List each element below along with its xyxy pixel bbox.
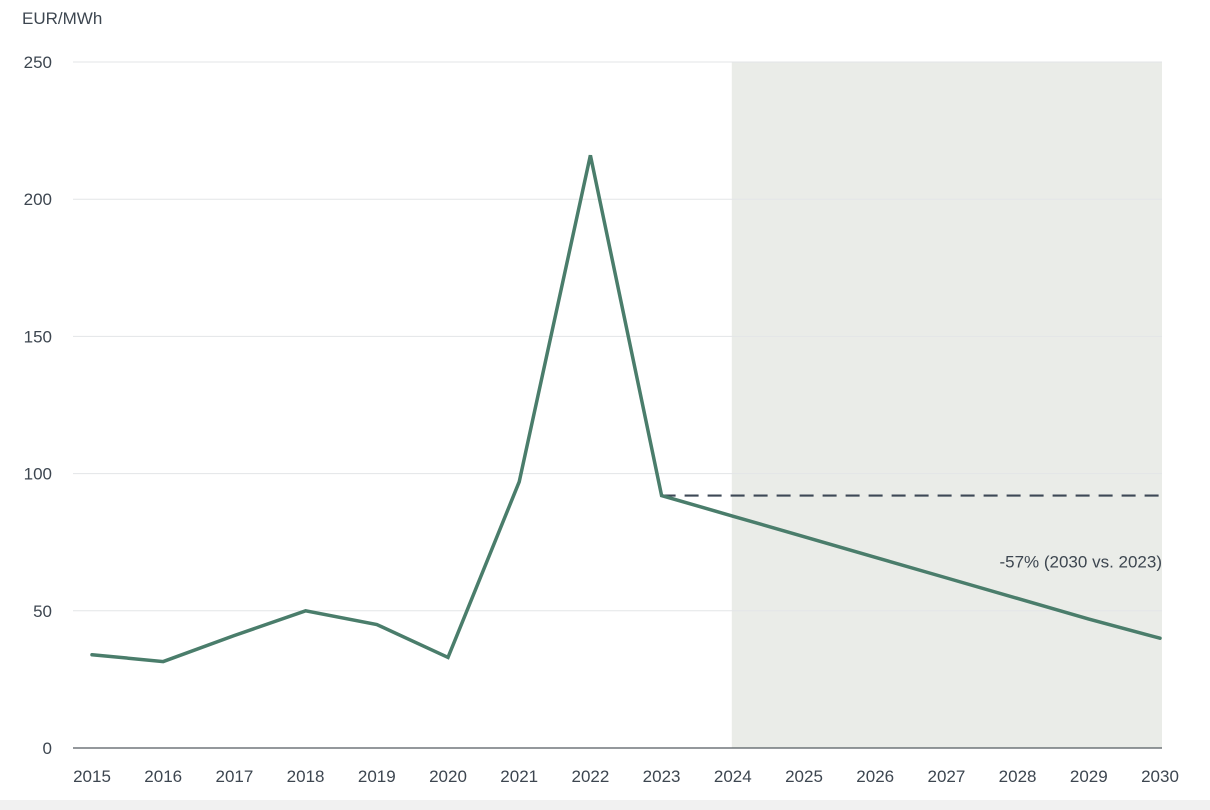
y-tick-label: 150 bbox=[24, 327, 52, 346]
y-tick-label: 0 bbox=[43, 739, 52, 758]
x-tick-label: 2015 bbox=[73, 767, 111, 786]
x-axis: 2015 2016 2017 2018 2019 2020 2021 2022 2023 2024… bbox=[73, 767, 1179, 786]
x-tick-label: 2028 bbox=[999, 767, 1037, 786]
y-axis: 0 50 100 150 200 250 bbox=[24, 53, 52, 758]
x-tick-label: 2022 bbox=[571, 767, 609, 786]
x-tick-label: 2017 bbox=[215, 767, 253, 786]
x-tick-label: 2026 bbox=[856, 767, 894, 786]
y-unit-label: EUR/MWh bbox=[22, 9, 102, 28]
x-tick-label: 2024 bbox=[714, 767, 752, 786]
y-tick-label: 50 bbox=[33, 602, 52, 621]
x-tick-label: 2019 bbox=[358, 767, 396, 786]
y-tick-label: 200 bbox=[24, 190, 52, 209]
x-tick-label: 2023 bbox=[643, 767, 681, 786]
forecast-shaded-region bbox=[731, 62, 1162, 748]
y-tick-label: 250 bbox=[24, 53, 52, 72]
x-tick-label: 2025 bbox=[785, 767, 823, 786]
price-series-line bbox=[90, 154, 1162, 664]
gridlines bbox=[73, 61, 1162, 612]
x-tick-label: 2027 bbox=[927, 767, 965, 786]
x-tick-label: 2029 bbox=[1070, 767, 1108, 786]
x-tick-label: 2021 bbox=[500, 767, 538, 786]
x-tick-label: 2016 bbox=[144, 767, 182, 786]
bottom-strip bbox=[0, 800, 1210, 810]
change-annotation: -57% (2030 vs. 2023) bbox=[999, 552, 1162, 571]
x-tick-label: 2030 bbox=[1141, 767, 1179, 786]
x-tick-label: 2020 bbox=[429, 767, 467, 786]
y-tick-label: 100 bbox=[24, 465, 52, 484]
x-tick-label: 2018 bbox=[287, 767, 325, 786]
